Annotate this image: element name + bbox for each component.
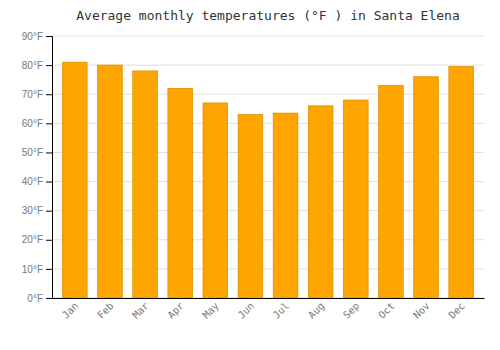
y-tick: 50°F <box>22 147 52 158</box>
y-tick-mark <box>46 211 52 212</box>
x-tick-label: Nov <box>411 300 432 321</box>
x-tick: May <box>200 300 221 321</box>
y-tick-mark <box>46 298 52 299</box>
y-tick-mark <box>46 36 52 37</box>
grid <box>52 36 484 298</box>
x-tick-label: Aug <box>306 300 327 321</box>
x-axis-line <box>53 298 485 299</box>
y-axis-line <box>46 37 53 299</box>
x-tick-label: Jan <box>60 300 81 321</box>
x-tick-label: Sep <box>341 300 362 321</box>
x-tick: Jul <box>271 300 292 321</box>
x-tick: Aug <box>306 300 327 321</box>
y-tick: 40°F <box>22 176 52 187</box>
y-tick: 70°F <box>22 89 52 100</box>
x-tick: Nov <box>411 300 432 321</box>
grid-line <box>52 36 484 37</box>
x-axis: Jan Feb Mar Apr May Jun Jul Aug Sep Oct Nov Dec <box>53 299 485 321</box>
y-tick: 10°F <box>22 264 52 275</box>
chart: Average monthly temperatures (°F ) in Sa… <box>0 0 500 350</box>
bar <box>308 106 333 298</box>
bar <box>344 100 369 298</box>
x-tick-label: Oct <box>376 300 397 321</box>
y-tick-label: 70°F <box>22 89 43 100</box>
y-axis: 0°F 10°F 20°F 30°F 40°F 50°F 60°F 70°F 80°F 90°F <box>22 31 53 304</box>
y-tick-mark <box>46 152 52 153</box>
y-tick-label: 0°F <box>27 293 43 304</box>
x-tick: Oct <box>376 300 397 321</box>
y-tick-mark <box>46 65 52 66</box>
y-tick-label: 50°F <box>22 147 43 158</box>
bar <box>98 65 123 298</box>
y-tick-label: 90°F <box>22 31 43 42</box>
y-tick: 30°F <box>22 205 52 216</box>
y-tick-label: 20°F <box>22 234 43 245</box>
y-tick-label: 10°F <box>22 264 43 275</box>
x-tick-label: Dec <box>446 300 467 321</box>
y-tick-mark <box>46 269 52 270</box>
bar <box>203 103 228 298</box>
x-tick-label: Mar <box>130 300 151 321</box>
y-tick-label: 30°F <box>22 205 43 216</box>
x-tick: Sep <box>341 300 362 321</box>
bar <box>133 71 158 298</box>
y-tick-label: 60°F <box>22 118 43 129</box>
title: Average monthly temperatures (°F ) in Sa… <box>76 8 460 23</box>
plot: 0°F 10°F 20°F 30°F 40°F 50°F 60°F 70°F 80°F 90°F J… <box>22 31 485 321</box>
x-tick: Jun <box>236 300 257 321</box>
y-tick: 20°F <box>22 234 52 245</box>
y-tick-mark <box>46 94 52 95</box>
x-tick-label: Feb <box>95 300 116 321</box>
y-tick-label: 80°F <box>22 60 43 71</box>
bar <box>238 115 263 298</box>
bar <box>379 85 404 298</box>
y-tick-mark <box>46 123 52 124</box>
x-tick-label: Apr <box>165 300 186 321</box>
y-tick-mark <box>46 240 52 241</box>
x-tick: Jan <box>60 300 81 321</box>
x-tick-label: Jul <box>271 300 292 321</box>
bar <box>414 77 439 298</box>
x-tick-label: Jun <box>236 300 257 321</box>
y-tick: 80°F <box>22 60 52 71</box>
x-tick-label: May <box>200 300 221 321</box>
bar <box>168 88 193 298</box>
bar <box>449 67 474 298</box>
x-tick: Apr <box>165 300 186 321</box>
marks <box>63 62 474 298</box>
y-tick-mark <box>46 182 52 183</box>
y-tick: 60°F <box>22 118 52 129</box>
y-tick: 90°F <box>22 31 52 42</box>
y-tick: 0°F <box>27 293 52 304</box>
bar <box>273 113 298 298</box>
x-tick: Mar <box>130 300 151 321</box>
x-tick: Feb <box>95 300 116 321</box>
x-tick: Dec <box>446 300 467 321</box>
y-tick-label: 40°F <box>22 176 43 187</box>
bar <box>63 62 88 298</box>
